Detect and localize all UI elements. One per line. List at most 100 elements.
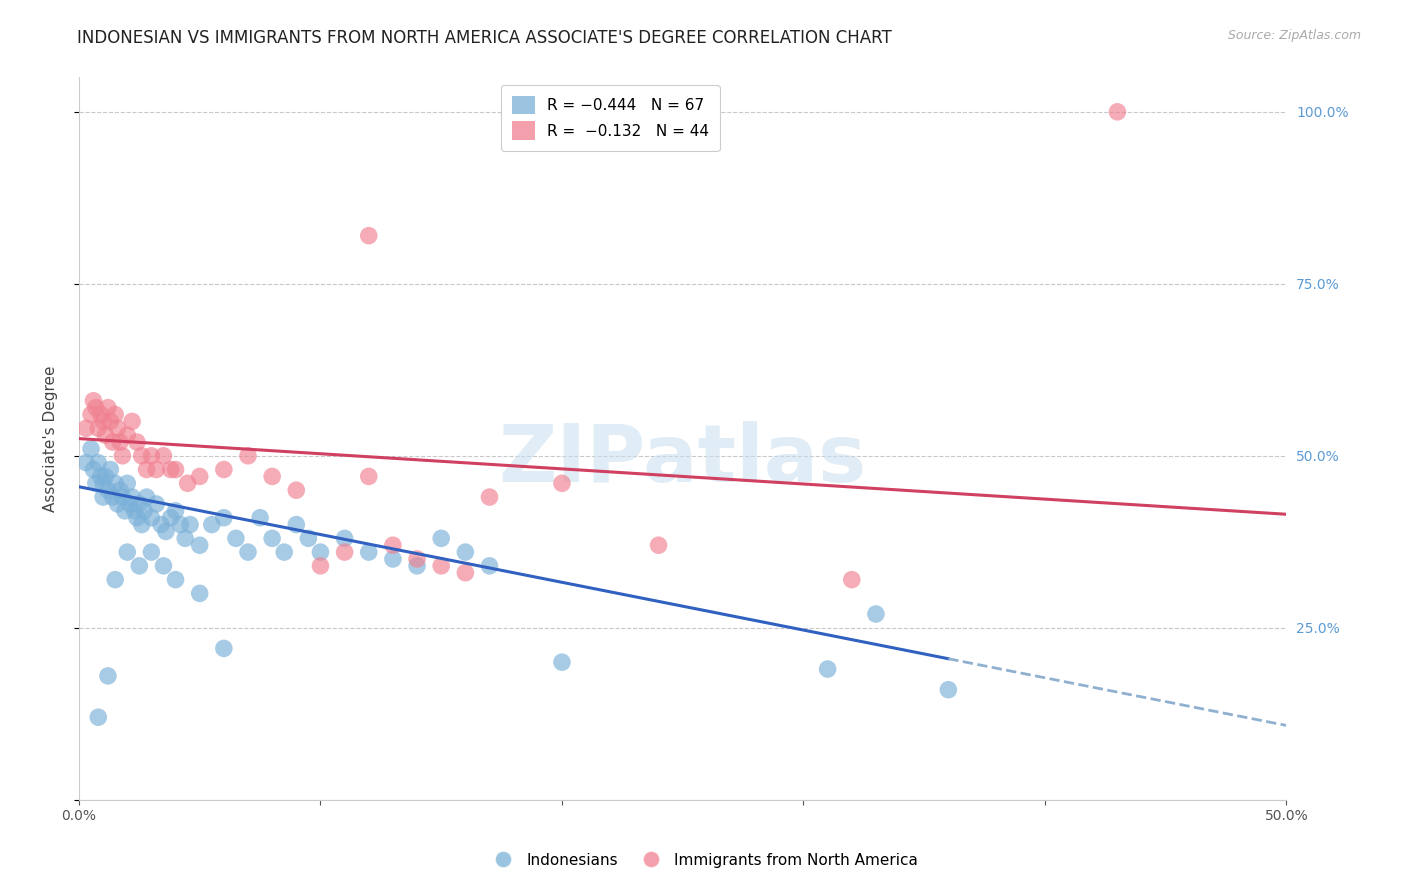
Point [357,545,380,559]
Point [262,469,284,483]
Point [152,449,174,463]
Point [647,538,669,552]
Point [212,462,235,476]
Legend: R = −0.444   N = 67, R =  −0.132   N = 44: R = −0.444 N = 67, R = −0.132 N = 44 [501,85,720,151]
Point [111,490,134,504]
Point [406,558,429,573]
Point [82,393,104,408]
Point [104,476,127,491]
Point [165,462,187,476]
Point [104,408,127,422]
Point [90,469,112,483]
Point [478,558,501,573]
Point [94,469,117,483]
Point [1107,104,1129,119]
Point [91,490,114,504]
Text: INDONESIAN VS IMMIGRANTS FROM NORTH AMERICA ASSOCIATE'S DEGREE CORRELATION CHART: INDONESIAN VS IMMIGRANTS FROM NORTH AMER… [77,29,891,46]
Point [236,449,259,463]
Point [430,532,453,546]
Point [84,476,107,491]
Point [201,517,224,532]
Point [188,469,211,483]
Point [145,497,167,511]
Point [125,435,148,450]
Point [97,669,120,683]
Point [551,476,574,491]
Point [159,462,181,476]
Point [357,228,380,243]
Point [309,545,332,559]
Point [80,442,103,456]
Point [107,421,129,435]
Point [97,483,120,498]
Point [249,510,271,524]
Point [454,566,477,580]
Point [128,497,150,511]
Point [107,497,129,511]
Point [75,421,97,435]
Point [285,483,308,498]
Point [430,558,453,573]
Point [124,504,146,518]
Point [179,517,201,532]
Point [98,462,121,476]
Point [381,552,404,566]
Point [108,483,131,498]
Text: Source: ZipAtlas.com: Source: ZipAtlas.com [1227,29,1361,42]
Point [87,421,110,435]
Point [98,414,121,428]
Point [262,532,284,546]
Point [117,428,139,442]
Point [87,710,110,724]
Point [135,490,157,504]
Point [118,497,141,511]
Point [817,662,839,676]
Point [357,469,380,483]
Point [101,490,124,504]
Point [114,504,136,518]
Point [841,573,863,587]
Point [145,462,167,476]
Point [406,552,429,566]
Point [938,682,960,697]
Point [141,449,163,463]
Point [141,510,163,524]
Point [174,532,197,546]
Point [150,517,173,532]
Point [159,510,181,524]
Point [94,428,117,442]
Point [155,524,177,539]
Point [176,476,198,491]
Point [135,462,157,476]
Point [188,538,211,552]
Point [128,558,150,573]
Point [152,558,174,573]
Point [117,545,139,559]
Point [225,532,247,546]
Point [125,510,148,524]
Point [108,435,131,450]
Point [285,517,308,532]
Y-axis label: Associate's Degree: Associate's Degree [44,366,58,512]
Point [165,504,187,518]
Point [309,558,332,573]
Point [111,449,134,463]
Point [117,476,139,491]
Point [333,532,356,546]
Point [236,545,259,559]
Point [80,408,103,422]
Point [333,545,356,559]
Text: ZIPatlas: ZIPatlas [499,421,868,500]
Point [381,538,404,552]
Point [273,545,295,559]
Point [91,476,114,491]
Point [134,504,156,518]
Point [297,532,319,546]
Point [141,545,163,559]
Point [75,456,97,470]
Point [169,517,191,532]
Point [212,510,235,524]
Point [91,414,114,428]
Point [865,607,887,621]
Point [104,573,127,587]
